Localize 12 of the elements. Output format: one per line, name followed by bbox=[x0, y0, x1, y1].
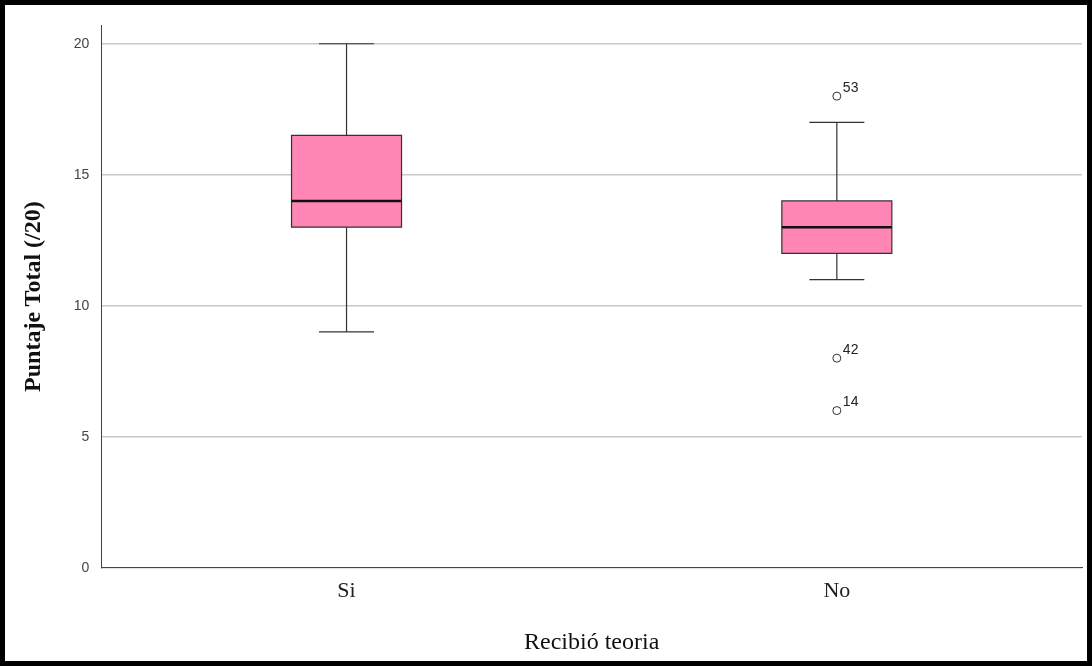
y-tick-label: 0 bbox=[81, 558, 90, 575]
x-axis-title: Recibió teoria bbox=[524, 627, 660, 654]
y-tick-label: 5 bbox=[81, 427, 90, 444]
x-tick-label: Si bbox=[337, 576, 356, 602]
y-tick-label: 10 bbox=[73, 296, 90, 313]
annotation: 53 bbox=[842, 79, 859, 96]
y-axis-title: Puntaje Total (/20) bbox=[18, 201, 45, 392]
annotation: 42 bbox=[842, 341, 859, 358]
y-tick-label: 15 bbox=[73, 165, 90, 182]
x-tick-label: No bbox=[823, 576, 851, 602]
y-tick-label: 20 bbox=[73, 34, 90, 51]
annotation: 14 bbox=[842, 393, 859, 410]
